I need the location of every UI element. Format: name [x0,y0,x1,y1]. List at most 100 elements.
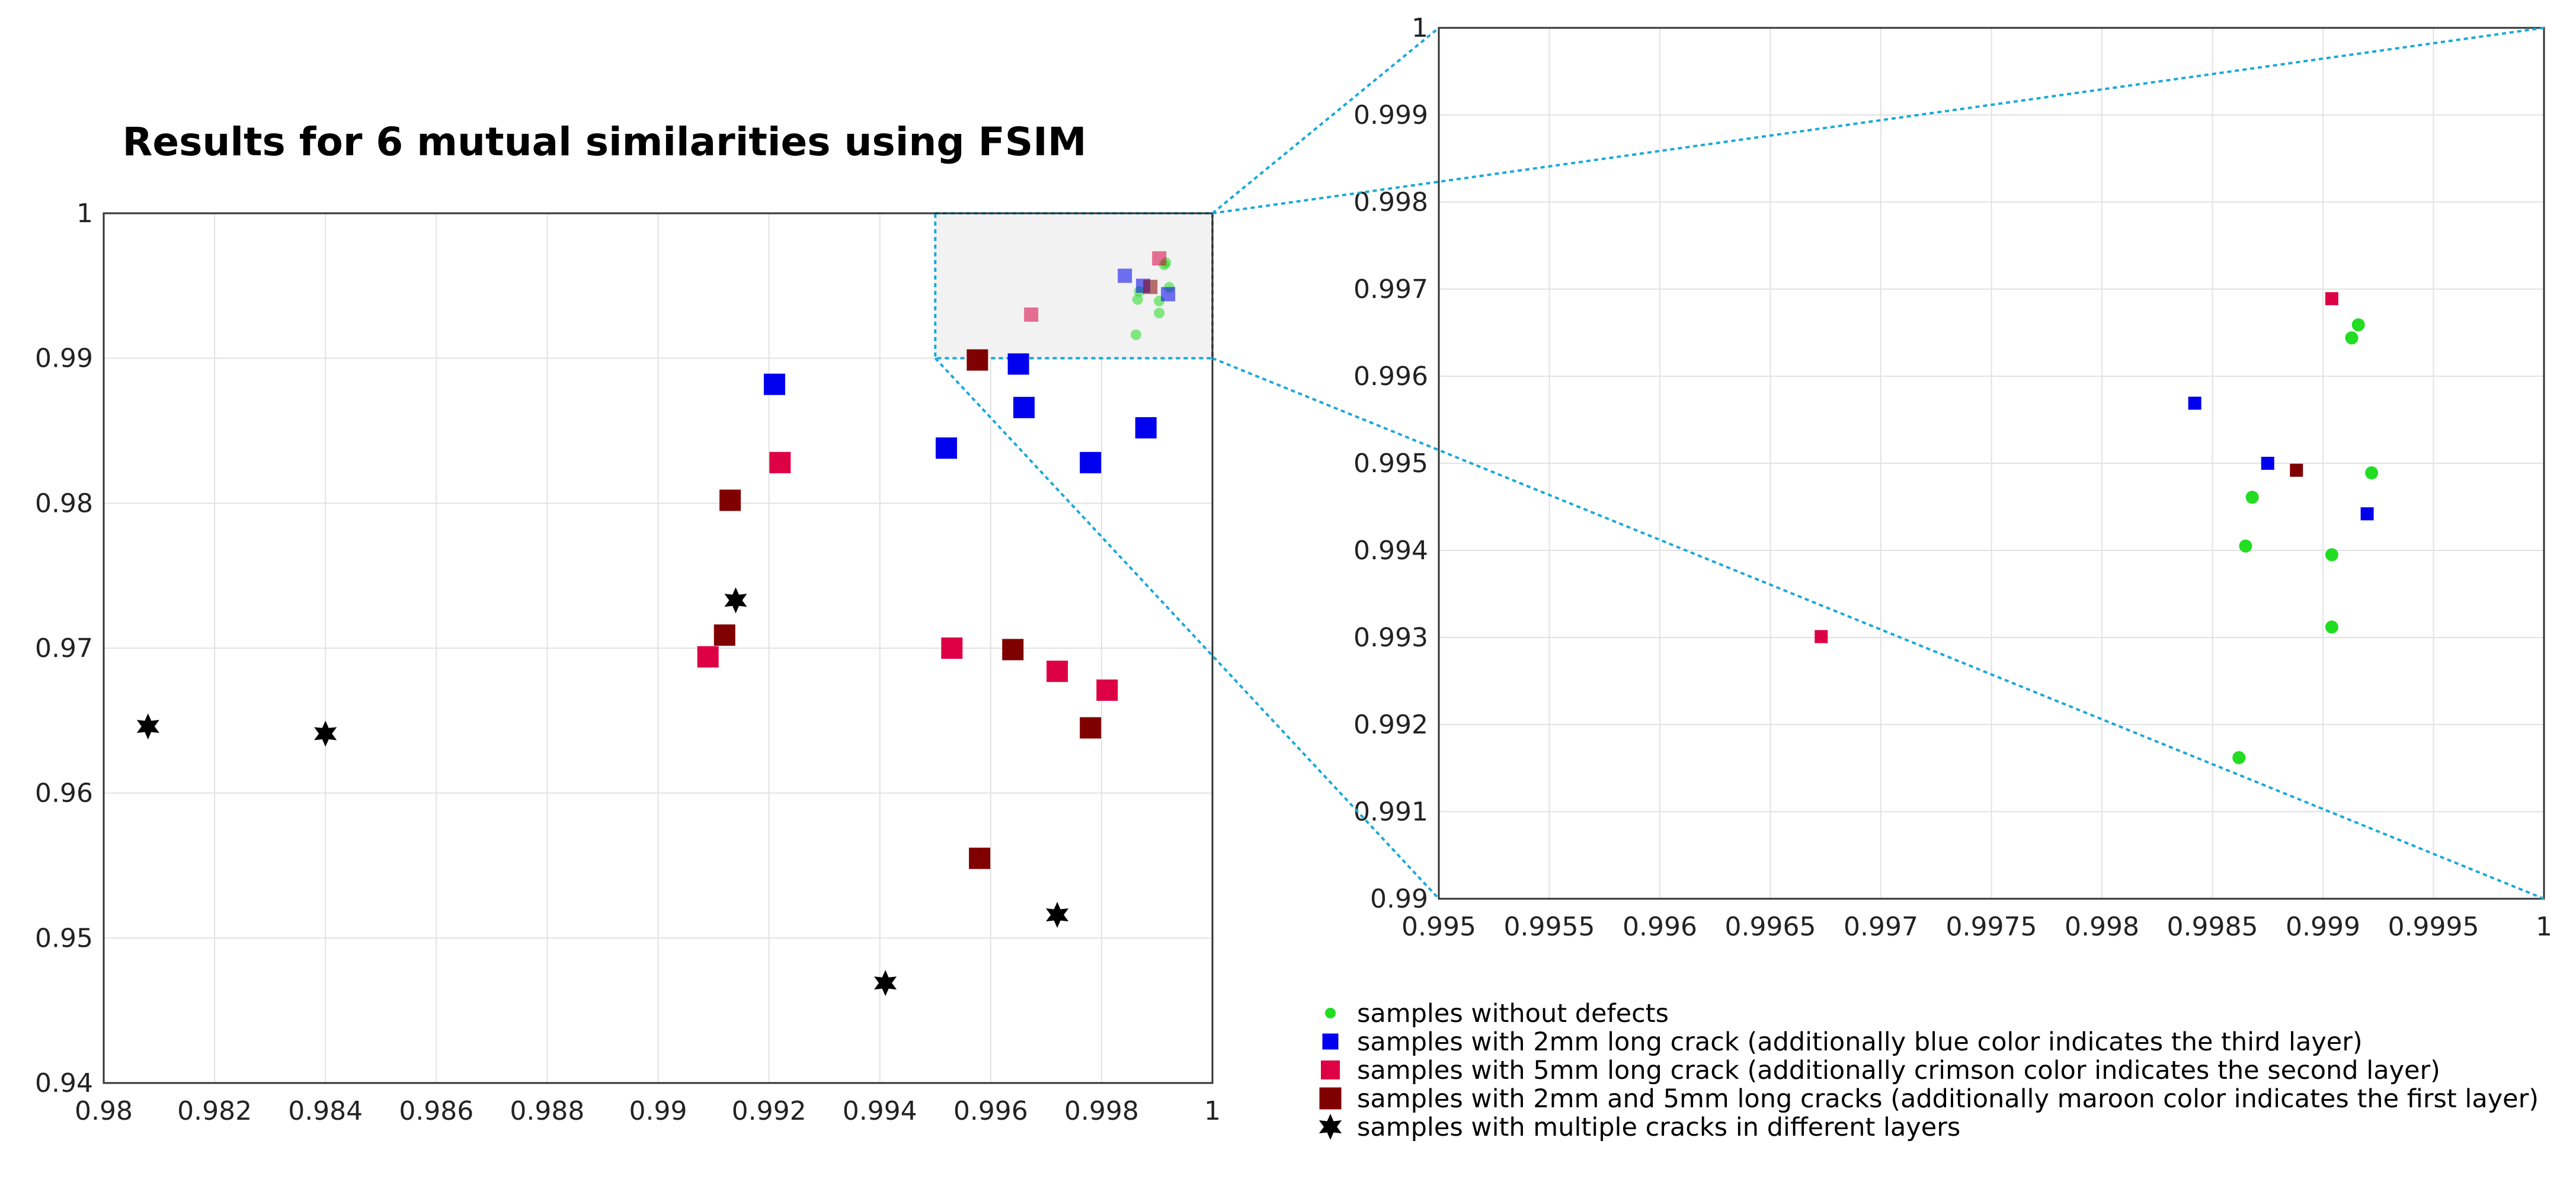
data-point-star [874,970,897,996]
legend-label: samples with 2mm long crack (additionall… [1357,1027,2363,1057]
data-point-circle [1132,294,1143,305]
data-point-circle [2365,466,2379,480]
data-point-circle [1130,329,1141,341]
right-y-tick-label: 0.998 [1353,187,1428,217]
data-point-square [1815,630,1828,643]
right-x-tick-label: 0.995 [1401,912,1476,942]
legend-marker-circle [1325,1008,1336,1018]
data-point-square [1013,396,1035,418]
data-point-square [1161,287,1176,302]
right-y-tick-label: 0.991 [1353,797,1428,827]
right-y-tick-label: 1 [1412,13,1428,43]
left-y-tick-label: 0.97 [35,633,93,664]
data-point-square [1002,639,1024,661]
left-x-tick-label: 0.994 [843,1096,917,1126]
connector-line [1212,357,2545,900]
right-y-tick-label: 0.997 [1353,274,1428,305]
zoom-connector-lines [934,27,2545,900]
left-y-tick-label: 0.99 [35,344,93,374]
data-point-star [1046,902,1069,928]
legend-label: samples without defects [1357,999,1669,1028]
data-point-square [2261,457,2274,470]
data-point-star [136,713,159,740]
right-x-tick-label: 0.999 [2286,912,2360,942]
data-point-circle [2232,751,2246,764]
data-point-square [2188,396,2201,410]
left-x-tick-label: 0.98 [75,1096,133,1126]
left-x-tick-label: 0.996 [953,1096,1028,1126]
right-y-tick-label: 0.995 [1353,448,1428,479]
data-point-circle [2245,491,2259,504]
data-point-square [935,437,957,459]
right-y-tick-label: 0.992 [1353,710,1428,740]
data-point-square [967,349,988,371]
legend-label: samples with multiple cracks in differen… [1357,1113,1960,1142]
left-x-tick-label: 0.99 [629,1096,687,1126]
data-point-square [719,489,741,511]
right-x-tick-label: 0.9995 [2388,912,2479,942]
data-point-star [724,587,747,614]
right-x-tick-label: 0.996 [1623,912,1697,942]
legend-label: samples with 5mm long crack (additionall… [1357,1056,2440,1085]
data-point-circle [2325,620,2338,634]
data-point-circle [2239,539,2252,553]
data-point-square [1047,661,1068,682]
connector-line [1212,27,2545,214]
right-y-tick-label: 0.999 [1353,100,1428,130]
left-x-tick-label: 0.986 [399,1096,473,1126]
left-x-tick-label: 0.992 [732,1096,807,1126]
right-x-tick-label: 0.997 [1844,912,1918,942]
left-y-tick-label: 0.98 [35,488,93,518]
right-x-tick-labels: 0.995 0.9955 0.996 0.9965 0.997 0.9975 0.998 0.… [1401,912,2552,942]
right-y-tick-label: 0.99 [1370,884,1428,914]
left-axes-frame [103,212,1214,1084]
legend-marker-square [1319,1087,1342,1110]
left-y-tick-label: 1 [76,198,93,229]
right-y-tick-labels: 0.99 0.991 0.992 0.993 0.994 0.995 0.996 0.997 0… [1353,13,1428,914]
left-plot-points [136,251,1176,996]
right-x-tick-label: 0.9965 [1725,912,1816,942]
data-point-square [2290,463,2303,477]
right-x-tick-label: 0.9985 [2167,912,2258,942]
data-point-square [2360,507,2374,521]
data-point-square [1080,451,1102,473]
data-point-square [2325,292,2338,306]
left-y-tick-label: 0.95 [35,923,93,953]
right-axes-frame [1438,27,2545,900]
data-point-star [314,720,337,747]
legend-item: samples with 2mm and 5mm long cracks (ad… [1319,1084,2539,1114]
connector-line [1211,27,1440,214]
data-point-square [1007,353,1029,375]
data-point-square [1096,679,1118,701]
data-point-square [1118,268,1132,283]
right-x-tick-label: 0.9955 [1504,912,1595,942]
legend-item: samples without defects [1325,999,1669,1028]
legend-item: samples with 5mm long crack (additionall… [1321,1056,2440,1085]
data-point-square [1080,717,1102,739]
right-y-tick-label: 0.996 [1353,361,1428,392]
chart-title: Results for 6 mutual similarities using … [123,119,1087,165]
data-point-square [697,646,719,668]
legend-item: samples with multiple cracks in differen… [1319,1113,1960,1142]
right-x-tick-label: 0.998 [2065,912,2139,942]
data-point-square [941,637,963,659]
data-point-circle [2351,318,2365,332]
left-x-tick-labels: 0.98 0.982 0.984 0.986 0.988 0.99 0.992 0.994 0.… [75,1096,1221,1126]
legend-label: samples with 2mm and 5mm long cracks (ad… [1357,1084,2539,1114]
left-x-tick-label: 0.982 [177,1096,252,1126]
data-point-circle [2345,331,2359,345]
data-point-square [1152,251,1167,266]
legend-marker-square [1322,1033,1339,1050]
data-point-circle [2325,548,2338,562]
data-point-square [1143,280,1158,294]
right-y-tick-label: 0.994 [1353,536,1428,566]
left-y-tick-label: 0.94 [35,1068,93,1098]
data-point-circle [1154,307,1165,319]
left-x-tick-label: 0.998 [1064,1096,1139,1126]
left-x-tick-label: 0.984 [288,1096,363,1126]
legend-marker-square [1321,1060,1340,1079]
right-y-tick-label: 0.993 [1353,623,1428,653]
data-point-square [769,451,791,473]
